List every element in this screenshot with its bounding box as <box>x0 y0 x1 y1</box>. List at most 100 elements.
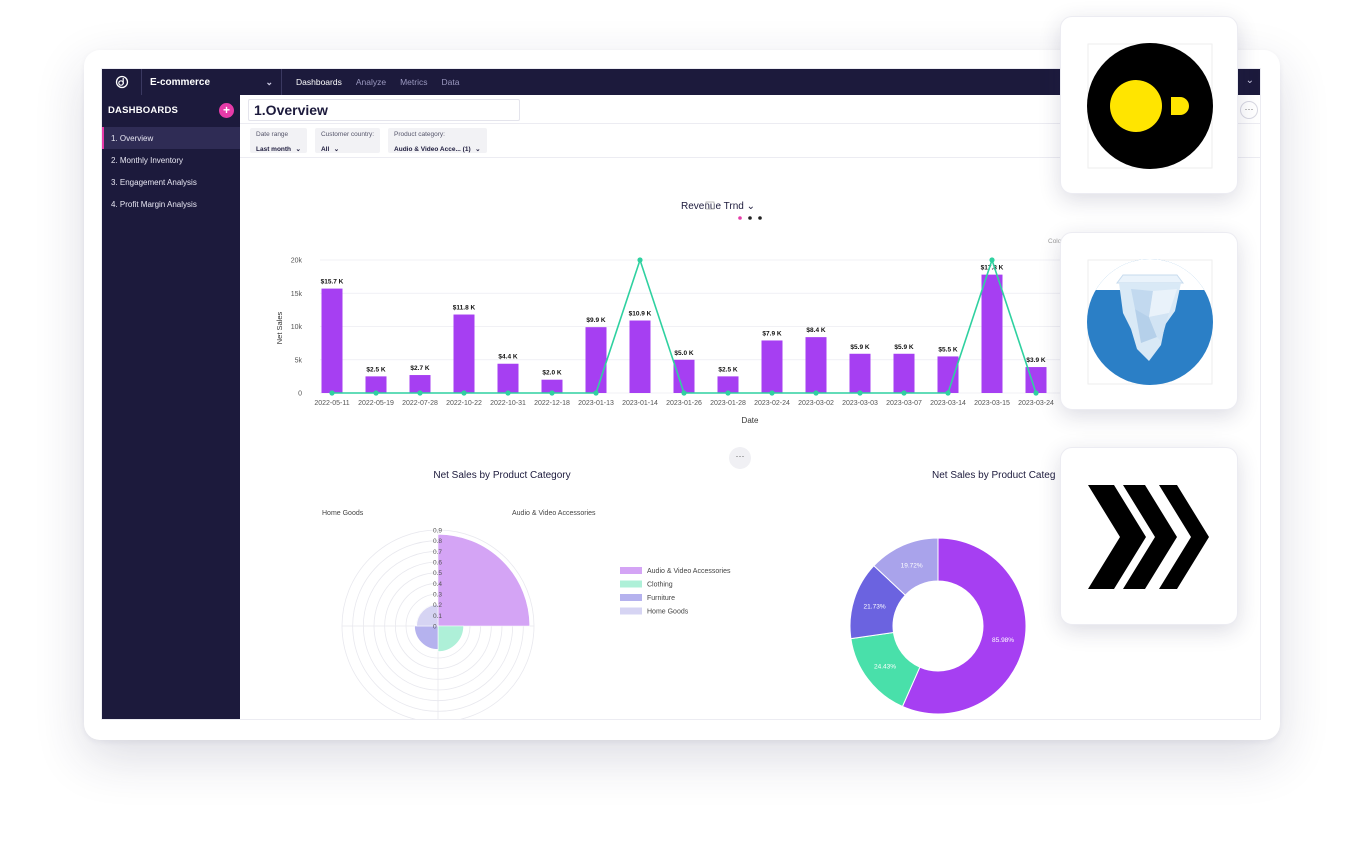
x-tick-label: 2022-10-31 <box>490 400 526 407</box>
widgets-canvas: Revenue Trnd ⌄ Colo 0 5k 10k 15k 20k Net Sales D… <box>240 158 1260 719</box>
legend-label: Home Goods <box>647 609 689 616</box>
app-logo-icon[interactable] <box>102 69 142 95</box>
bar <box>849 353 871 393</box>
bar-data-label: $8.4 K <box>806 327 825 334</box>
filter-date-range[interactable]: Date range Last month ⌄ <box>250 128 307 153</box>
more-options-button[interactable]: ··· <box>1240 101 1258 119</box>
chart-type-icon <box>705 201 715 210</box>
nav-metrics[interactable]: Metrics <box>400 77 428 87</box>
nav-data[interactable]: Data <box>441 77 460 87</box>
trend-point <box>769 390 775 396</box>
bar-data-label: $2.0 K <box>542 370 561 377</box>
bar <box>761 340 783 393</box>
x-tick-label: 2022-07-28 <box>402 400 438 407</box>
sidebar-item-overview[interactable]: 1. Overview <box>102 127 240 149</box>
polar-r-tick-label: 0.5 <box>433 570 442 577</box>
bar <box>1025 367 1047 393</box>
filter-value: Audio & Video Acce... (1) <box>394 146 471 153</box>
bar <box>585 327 607 393</box>
donut-slice-label: 85.98% <box>992 637 1014 644</box>
trend-point <box>725 390 731 396</box>
x-tick-label: 2022-05-19 <box>358 400 394 407</box>
trend-point <box>461 390 467 396</box>
polar-r-tick-label: 0.7 <box>433 549 442 556</box>
x-tick-label: 2022-05-11 <box>314 400 349 407</box>
pager-dot <box>748 216 752 220</box>
polar-r-tick-label: 0.2 <box>433 602 442 609</box>
bar <box>673 359 695 393</box>
bar <box>453 314 475 393</box>
trend-point <box>813 390 819 396</box>
filter-customer-country[interactable]: Customer country: All ⌄ <box>314 128 381 153</box>
bar-data-label: $3.9 K <box>1026 357 1045 364</box>
charts-svg: Revenue Trnd ⌄ Colo 0 5k 10k 15k 20k Net Sales D… <box>275 201 1070 719</box>
filter-value: All <box>320 146 330 153</box>
trend-point <box>505 390 511 396</box>
x-tick-label: 2023-01-28 <box>710 400 746 407</box>
pager-dot <box>738 216 742 220</box>
bar-data-label: $5.9 K <box>850 344 869 351</box>
bar <box>409 375 431 393</box>
tile-iceberg-logo <box>1060 232 1238 410</box>
x-tick-label: 2023-01-13 <box>578 400 614 407</box>
polar-category-label: Audio & Video Accessories <box>512 510 596 517</box>
bar <box>365 376 387 393</box>
y-tick-label: 15k <box>291 291 303 298</box>
tile-chevrons-logo <box>1060 447 1238 625</box>
main-nav: Dashboards Analyze Metrics Data <box>296 77 459 87</box>
trend-point <box>857 390 863 396</box>
x-axis-label: Date <box>742 416 759 425</box>
bar-data-label: $9.9 K <box>586 317 605 324</box>
bar-data-label: $5.5 K <box>938 346 957 353</box>
chart-title: Revenue Trnd ⌄ <box>681 201 755 212</box>
trend-point <box>681 390 687 396</box>
filter-product-category[interactable]: Product category: Audio & Video Acce... … <box>388 128 487 153</box>
polar-r-tick-label: 0 <box>433 624 437 631</box>
bar-data-label: $5.0 K <box>674 350 693 357</box>
x-tick-label: 2023-03-03 <box>842 400 878 407</box>
bar <box>717 376 739 393</box>
bar <box>981 274 1003 393</box>
trend-point <box>417 390 423 396</box>
chevron-down-icon: ⌄ <box>333 146 340 153</box>
bar-data-label: $15.7 K <box>321 279 344 286</box>
section-options-button[interactable]: ··· <box>729 447 751 469</box>
sidebar: DASHBOARDS + 1. Overview 2. Monthly Inve… <box>102 95 240 719</box>
trend-point <box>593 390 599 396</box>
x-tick-label: 2023-01-26 <box>666 400 702 407</box>
page-title[interactable]: 1.Overview <box>248 99 520 121</box>
polar-sector <box>437 625 464 652</box>
legend-swatch <box>620 580 642 588</box>
yellow-dot-logo-icon <box>1087 43 1213 169</box>
y-tick-label: 5k <box>295 357 303 364</box>
x-tick-label: 2023-01-14 <box>622 400 658 407</box>
donut-chart-title: Net Sales by Product Categ <box>932 470 1055 481</box>
bar <box>893 353 915 393</box>
iceberg-logo-icon <box>1087 259 1213 385</box>
pager-dot <box>758 216 762 220</box>
polar-r-tick-label: 0.8 <box>433 538 442 545</box>
polar-sector <box>416 604 439 627</box>
sidebar-item-monthly-inventory[interactable]: 2. Monthly Inventory <box>111 155 184 165</box>
y-tick-label: 0 <box>298 391 302 398</box>
nav-analyze[interactable]: Analyze <box>355 77 387 87</box>
bar-data-label: $2.7 K <box>410 365 429 372</box>
user-menu-chevron-icon[interactable]: ⌄ <box>1245 75 1254 86</box>
trend-point <box>549 390 555 396</box>
donut-slice-label: 19.72% <box>901 562 923 569</box>
y-tick-label: 20k <box>291 258 303 265</box>
sidebar-item-engagement-analysis[interactable]: 3. Engagement Analysis <box>111 177 197 187</box>
y-axis-label: Net Sales <box>275 311 284 344</box>
nav-dashboards[interactable]: Dashboards <box>296 77 342 87</box>
tile-yellow-dot-logo <box>1060 16 1238 194</box>
sidebar-item-profit-margin-analysis[interactable]: 4. Profit Margin Analysis <box>111 199 197 209</box>
trend-point <box>989 257 995 263</box>
legend-truncated-label: Colo <box>1048 238 1062 245</box>
bar-data-label: $2.5 K <box>366 366 385 373</box>
trend-point <box>945 390 951 396</box>
bar <box>541 379 563 393</box>
add-dashboard-button[interactable]: + <box>219 102 234 118</box>
polar-chart-title: Net Sales by Product Category <box>433 470 570 481</box>
trend-point <box>329 390 335 396</box>
workspace-switcher[interactable]: E-commerce ⌄ <box>142 69 282 95</box>
